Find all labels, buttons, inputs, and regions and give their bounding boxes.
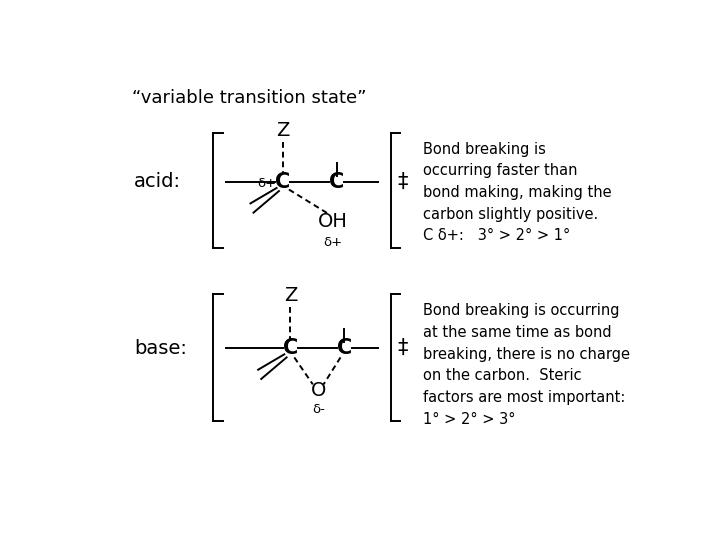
Text: δ+: δ+ <box>258 177 276 190</box>
Text: Z: Z <box>284 286 297 305</box>
Text: ‡: ‡ <box>397 338 408 358</box>
Text: ‡: ‡ <box>397 172 408 192</box>
Text: base:: base: <box>134 339 187 357</box>
Text: acid:: acid: <box>134 172 181 191</box>
Text: “variable transition state”: “variable transition state” <box>132 90 366 107</box>
Text: δ-: δ- <box>312 403 325 416</box>
Text: C: C <box>275 172 290 192</box>
Text: Z: Z <box>276 122 289 140</box>
Text: C: C <box>337 338 352 358</box>
Text: Bond breaking is occurring
at the same time as bond
breaking, there is no charge: Bond breaking is occurring at the same t… <box>423 303 630 427</box>
Text: δ+: δ+ <box>323 236 343 249</box>
Text: C: C <box>283 338 298 358</box>
Text: Bond breaking is
occurring faster than
bond making, making the
carbon slightly p: Bond breaking is occurring faster than b… <box>423 142 611 243</box>
Text: OH: OH <box>318 212 348 231</box>
Text: O: O <box>311 381 327 400</box>
Text: C: C <box>329 172 344 192</box>
